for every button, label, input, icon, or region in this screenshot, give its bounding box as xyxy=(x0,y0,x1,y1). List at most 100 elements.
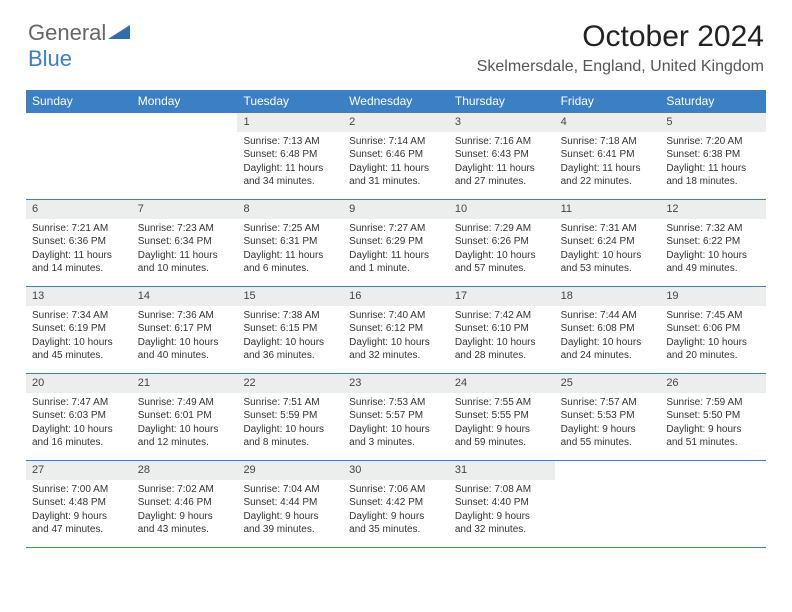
sunrise: Sunrise: 7:51 AM xyxy=(243,396,337,410)
day-number: 10 xyxy=(449,200,555,219)
day-number: 7 xyxy=(132,200,238,219)
day-number: 28 xyxy=(132,461,238,480)
day-number: 30 xyxy=(343,461,449,480)
sunset: Sunset: 6:48 PM xyxy=(243,148,337,162)
day-body: Sunrise: 7:47 AMSunset: 6:03 PMDaylight:… xyxy=(26,393,132,456)
day-number: 29 xyxy=(237,461,343,480)
daylight: Daylight: 9 hours and 59 minutes. xyxy=(455,423,549,450)
weekday-saturday: Saturday xyxy=(660,90,766,112)
week-row: 6Sunrise: 7:21 AMSunset: 6:36 PMDaylight… xyxy=(26,199,766,286)
day-24: 24Sunrise: 7:55 AMSunset: 5:55 PMDayligh… xyxy=(449,374,555,460)
day-number: 4 xyxy=(555,113,661,132)
daylight: Daylight: 10 hours and 57 minutes. xyxy=(455,249,549,276)
logo-text-blue: Blue xyxy=(28,46,72,72)
weekday-header-row: SundayMondayTuesdayWednesdayThursdayFrid… xyxy=(26,90,766,112)
daylight: Daylight: 11 hours and 18 minutes. xyxy=(666,162,760,189)
weekday-friday: Friday xyxy=(555,90,661,112)
sunrise: Sunrise: 7:42 AM xyxy=(455,309,549,323)
sunset: Sunset: 6:01 PM xyxy=(138,409,232,423)
day-31: 31Sunrise: 7:08 AMSunset: 4:40 PMDayligh… xyxy=(449,461,555,547)
day-empty xyxy=(26,113,132,199)
calendar: SundayMondayTuesdayWednesdayThursdayFrid… xyxy=(26,90,766,548)
sunrise: Sunrise: 7:59 AM xyxy=(666,396,760,410)
day-body: Sunrise: 7:44 AMSunset: 6:08 PMDaylight:… xyxy=(555,306,661,369)
sunrise: Sunrise: 7:02 AM xyxy=(138,483,232,497)
sunrise: Sunrise: 7:14 AM xyxy=(349,135,443,149)
logo-triangle-icon xyxy=(108,25,130,41)
sunrise: Sunrise: 7:18 AM xyxy=(561,135,655,149)
day-body: Sunrise: 7:20 AMSunset: 6:38 PMDaylight:… xyxy=(660,132,766,195)
day-body: Sunrise: 7:59 AMSunset: 5:50 PMDaylight:… xyxy=(660,393,766,456)
sunrise: Sunrise: 7:21 AM xyxy=(32,222,126,236)
day-number: 12 xyxy=(660,200,766,219)
daylight: Daylight: 9 hours and 43 minutes. xyxy=(138,510,232,537)
daylight: Daylight: 9 hours and 39 minutes. xyxy=(243,510,337,537)
sunrise: Sunrise: 7:29 AM xyxy=(455,222,549,236)
day-number: 31 xyxy=(449,461,555,480)
day-body: Sunrise: 7:13 AMSunset: 6:48 PMDaylight:… xyxy=(237,132,343,195)
daylight: Daylight: 11 hours and 14 minutes. xyxy=(32,249,126,276)
day-26: 26Sunrise: 7:59 AMSunset: 5:50 PMDayligh… xyxy=(660,374,766,460)
sunset: Sunset: 6:43 PM xyxy=(455,148,549,162)
day-body: Sunrise: 7:27 AMSunset: 6:29 PMDaylight:… xyxy=(343,219,449,282)
daylight: Daylight: 9 hours and 35 minutes. xyxy=(349,510,443,537)
day-21: 21Sunrise: 7:49 AMSunset: 6:01 PMDayligh… xyxy=(132,374,238,460)
week-row: 27Sunrise: 7:00 AMSunset: 4:48 PMDayligh… xyxy=(26,460,766,548)
day-11: 11Sunrise: 7:31 AMSunset: 6:24 PMDayligh… xyxy=(555,200,661,286)
day-body: Sunrise: 7:31 AMSunset: 6:24 PMDaylight:… xyxy=(555,219,661,282)
day-16: 16Sunrise: 7:40 AMSunset: 6:12 PMDayligh… xyxy=(343,287,449,373)
day-17: 17Sunrise: 7:42 AMSunset: 6:10 PMDayligh… xyxy=(449,287,555,373)
sunrise: Sunrise: 7:13 AM xyxy=(243,135,337,149)
week-row: 1Sunrise: 7:13 AMSunset: 6:48 PMDaylight… xyxy=(26,112,766,199)
daylight: Daylight: 9 hours and 51 minutes. xyxy=(666,423,760,450)
day-9: 9Sunrise: 7:27 AMSunset: 6:29 PMDaylight… xyxy=(343,200,449,286)
sunrise: Sunrise: 7:45 AM xyxy=(666,309,760,323)
sunset: Sunset: 6:29 PM xyxy=(349,235,443,249)
daylight: Daylight: 10 hours and 24 minutes. xyxy=(561,336,655,363)
day-body: Sunrise: 7:02 AMSunset: 4:46 PMDaylight:… xyxy=(132,480,238,543)
day-body: Sunrise: 7:21 AMSunset: 6:36 PMDaylight:… xyxy=(26,219,132,282)
day-number: 24 xyxy=(449,374,555,393)
sunrise: Sunrise: 7:47 AM xyxy=(32,396,126,410)
sunset: Sunset: 6:24 PM xyxy=(561,235,655,249)
day-number: 1 xyxy=(237,113,343,132)
day-number: 14 xyxy=(132,287,238,306)
sunset: Sunset: 6:26 PM xyxy=(455,235,549,249)
day-number: 3 xyxy=(449,113,555,132)
sunset: Sunset: 6:03 PM xyxy=(32,409,126,423)
daylight: Daylight: 10 hours and 12 minutes. xyxy=(138,423,232,450)
day-number: 23 xyxy=(343,374,449,393)
header: General October 2024 Skelmersdale, Engla… xyxy=(0,0,792,84)
sunset: Sunset: 6:36 PM xyxy=(32,235,126,249)
day-body: Sunrise: 7:49 AMSunset: 6:01 PMDaylight:… xyxy=(132,393,238,456)
sunrise: Sunrise: 7:04 AM xyxy=(243,483,337,497)
daylight: Daylight: 11 hours and 22 minutes. xyxy=(561,162,655,189)
sunset: Sunset: 6:10 PM xyxy=(455,322,549,336)
day-number: 6 xyxy=(26,200,132,219)
sunset: Sunset: 6:15 PM xyxy=(243,322,337,336)
daylight: Daylight: 11 hours and 1 minute. xyxy=(349,249,443,276)
sunset: Sunset: 4:44 PM xyxy=(243,496,337,510)
day-19: 19Sunrise: 7:45 AMSunset: 6:06 PMDayligh… xyxy=(660,287,766,373)
sunset: Sunset: 5:59 PM xyxy=(243,409,337,423)
logo: General xyxy=(28,20,130,46)
day-body: Sunrise: 7:55 AMSunset: 5:55 PMDaylight:… xyxy=(449,393,555,456)
sunrise: Sunrise: 7:32 AM xyxy=(666,222,760,236)
day-empty xyxy=(660,461,766,547)
daylight: Daylight: 9 hours and 55 minutes. xyxy=(561,423,655,450)
day-number: 26 xyxy=(660,374,766,393)
day-18: 18Sunrise: 7:44 AMSunset: 6:08 PMDayligh… xyxy=(555,287,661,373)
daylight: Daylight: 11 hours and 34 minutes. xyxy=(243,162,337,189)
day-body: Sunrise: 7:06 AMSunset: 4:42 PMDaylight:… xyxy=(343,480,449,543)
sunrise: Sunrise: 7:00 AM xyxy=(32,483,126,497)
day-number: 20 xyxy=(26,374,132,393)
day-body: Sunrise: 7:57 AMSunset: 5:53 PMDaylight:… xyxy=(555,393,661,456)
day-13: 13Sunrise: 7:34 AMSunset: 6:19 PMDayligh… xyxy=(26,287,132,373)
day-number: 22 xyxy=(237,374,343,393)
day-number: 18 xyxy=(555,287,661,306)
sunrise: Sunrise: 7:25 AM xyxy=(243,222,337,236)
sunset: Sunset: 6:22 PM xyxy=(666,235,760,249)
day-body: Sunrise: 7:45 AMSunset: 6:06 PMDaylight:… xyxy=(660,306,766,369)
daylight: Daylight: 10 hours and 32 minutes. xyxy=(349,336,443,363)
day-12: 12Sunrise: 7:32 AMSunset: 6:22 PMDayligh… xyxy=(660,200,766,286)
